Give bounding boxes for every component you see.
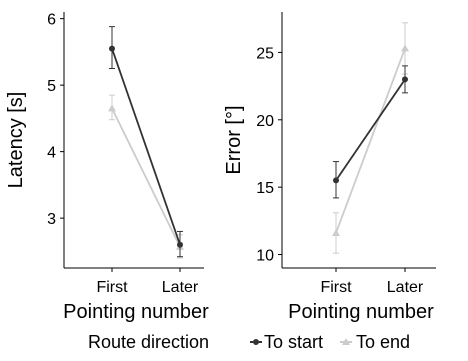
- series-line-to-start: [111, 48, 181, 246]
- y-tick-label: 3: [47, 211, 56, 228]
- x-tick-label: First: [320, 279, 352, 296]
- y-axis-title: Error [°]: [223, 105, 245, 174]
- y-tick-label: 4: [47, 145, 56, 162]
- legend-label-to-start: To start: [264, 332, 323, 352]
- y-tick-label: 6: [47, 12, 56, 29]
- legend-marker-to-start: [253, 339, 259, 345]
- point-to-start: [109, 45, 115, 52]
- x-tick-label: Later: [162, 279, 199, 296]
- legend: Route direction To start To end: [88, 332, 410, 352]
- point-to-start: [177, 241, 183, 248]
- legend-marker-to-end: [342, 338, 350, 345]
- error-panel: 10 15 20 25 First Later Pointing number Error […: [223, 12, 436, 323]
- point-to-end: [332, 228, 340, 236]
- x-tick-label: First: [96, 279, 128, 296]
- point-to-start: [333, 177, 339, 184]
- x-tick-label: Later: [387, 279, 424, 296]
- latency-panel: 3 4 5 6 First Later Pointing number Latency [s]: [5, 12, 209, 323]
- series-line-to-end: [111, 108, 181, 248]
- legend-label-to-end: To end: [356, 332, 410, 352]
- y-tick-label: 25: [256, 45, 274, 62]
- x-axis-title: Pointing number: [288, 301, 434, 323]
- series-line-to-start: [335, 78, 406, 181]
- point-to-start: [402, 76, 408, 83]
- point-to-end: [401, 44, 409, 52]
- point-to-end: [108, 104, 116, 112]
- series-line-to-end: [335, 48, 406, 234]
- y-tick-label: 15: [256, 180, 274, 197]
- y-tick-label: 10: [256, 248, 274, 265]
- y-axis-title: Latency [s]: [5, 92, 27, 189]
- legend-title: Route direction: [88, 332, 209, 352]
- y-tick-label: 5: [47, 78, 56, 95]
- y-tick-label: 20: [256, 113, 274, 130]
- x-axis-title: Pointing number: [63, 301, 209, 323]
